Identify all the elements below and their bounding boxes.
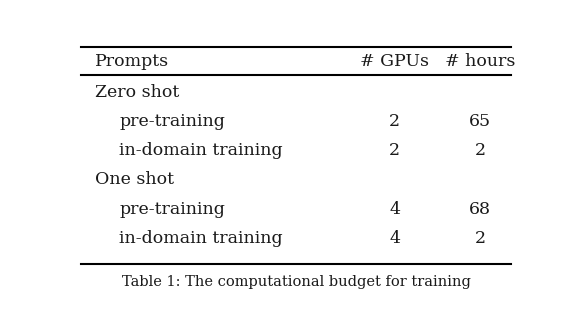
- Text: Table 1: The computational budget for training: Table 1: The computational budget for tr…: [122, 275, 470, 289]
- Text: 65: 65: [469, 113, 491, 130]
- Text: 2: 2: [475, 142, 486, 159]
- Text: # GPUs: # GPUs: [360, 53, 429, 70]
- Text: in-domain training: in-domain training: [119, 229, 283, 246]
- Text: 4: 4: [389, 200, 401, 217]
- Text: One shot: One shot: [95, 171, 173, 188]
- Text: in-domain training: in-domain training: [119, 142, 283, 159]
- Text: # hours: # hours: [444, 53, 515, 70]
- Text: pre-training: pre-training: [119, 113, 225, 130]
- Text: Prompts: Prompts: [95, 53, 169, 70]
- Text: 4: 4: [389, 229, 401, 246]
- Text: Zero shot: Zero shot: [95, 84, 179, 101]
- Text: 2: 2: [389, 142, 401, 159]
- Text: pre-training: pre-training: [119, 200, 225, 217]
- Text: 68: 68: [469, 200, 491, 217]
- Text: 2: 2: [475, 229, 486, 246]
- Text: 2: 2: [389, 113, 401, 130]
